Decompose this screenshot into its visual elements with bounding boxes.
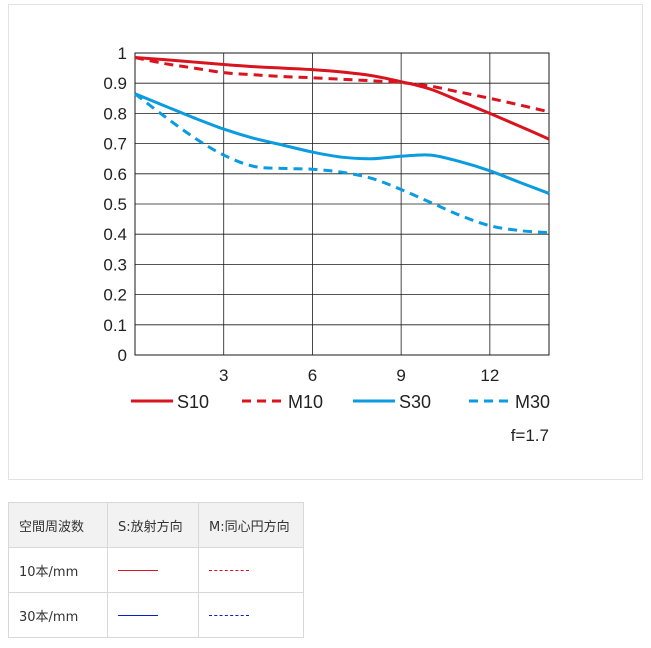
header-spatial-frequency: 空間周波数 xyxy=(8,502,108,548)
header-sagittal: S:放射方向 xyxy=(107,502,199,548)
y-tick-label: 0.5 xyxy=(103,195,127,214)
swatch-cell xyxy=(107,592,199,638)
y-tick-label: 0.2 xyxy=(103,286,127,305)
legend-label-m10: M10 xyxy=(288,392,323,412)
m10-line-swatch xyxy=(209,569,249,571)
header-meridional: M:同心円方向 xyxy=(198,502,304,548)
y-tick-label: 0.9 xyxy=(103,74,127,93)
series-line-m30 xyxy=(134,92,550,235)
swatch-cell xyxy=(107,547,199,593)
legend-label-s10: S10 xyxy=(177,392,209,412)
y-tick-label: 0.6 xyxy=(103,165,127,184)
legend-label-m30: M30 xyxy=(515,392,550,412)
y-tick-label: 0.7 xyxy=(103,135,127,154)
legend-table: 空間周波数 S:放射方向 M:同心円方向 10本/mm 30本/mm xyxy=(8,502,304,638)
x-tick-label: 6 xyxy=(308,366,317,385)
swatch-cell xyxy=(198,592,304,638)
mtf-chart-panel: 0 0.1 0.2 0.3 0.4 0.5 0.6 0.7 0.8 0.9 1 3 6 9 12 S10 M10… xyxy=(8,4,643,480)
s10-line-swatch xyxy=(118,569,158,571)
x-tick-label: 3 xyxy=(219,366,228,385)
y-tick-label: 0.8 xyxy=(103,104,127,123)
y-tick-label: 0 xyxy=(118,346,127,365)
m30-line-swatch xyxy=(209,614,249,616)
x-tick-label: 9 xyxy=(396,366,405,385)
legend-label-s30: S30 xyxy=(399,392,431,412)
series-line-s30 xyxy=(134,92,550,195)
mtf-chart: 0 0.1 0.2 0.3 0.4 0.5 0.6 0.7 0.8 0.9 1 3 6 9 12 S10 M10… xyxy=(103,44,550,445)
y-tick-label: 0.3 xyxy=(103,255,127,274)
row-label-10: 10本/mm xyxy=(8,547,108,593)
series-line-m10 xyxy=(134,56,550,114)
y-tick-label: 0.1 xyxy=(103,316,127,335)
y-tick-label: 0.4 xyxy=(103,225,127,244)
row-label-30: 30本/mm xyxy=(8,592,108,638)
table-row: 10本/mm xyxy=(8,547,304,593)
legend-table-header-row: 空間周波数 S:放射方向 M:同心円方向 xyxy=(8,502,304,548)
series-line-s10 xyxy=(134,56,550,141)
y-tick-label: 1 xyxy=(118,44,127,63)
aperture-note: f=1.7 xyxy=(511,426,549,445)
swatch-cell xyxy=(198,547,304,593)
x-tick-label: 12 xyxy=(480,366,499,385)
s30-line-swatch xyxy=(118,614,158,616)
table-row: 30本/mm xyxy=(8,592,304,638)
